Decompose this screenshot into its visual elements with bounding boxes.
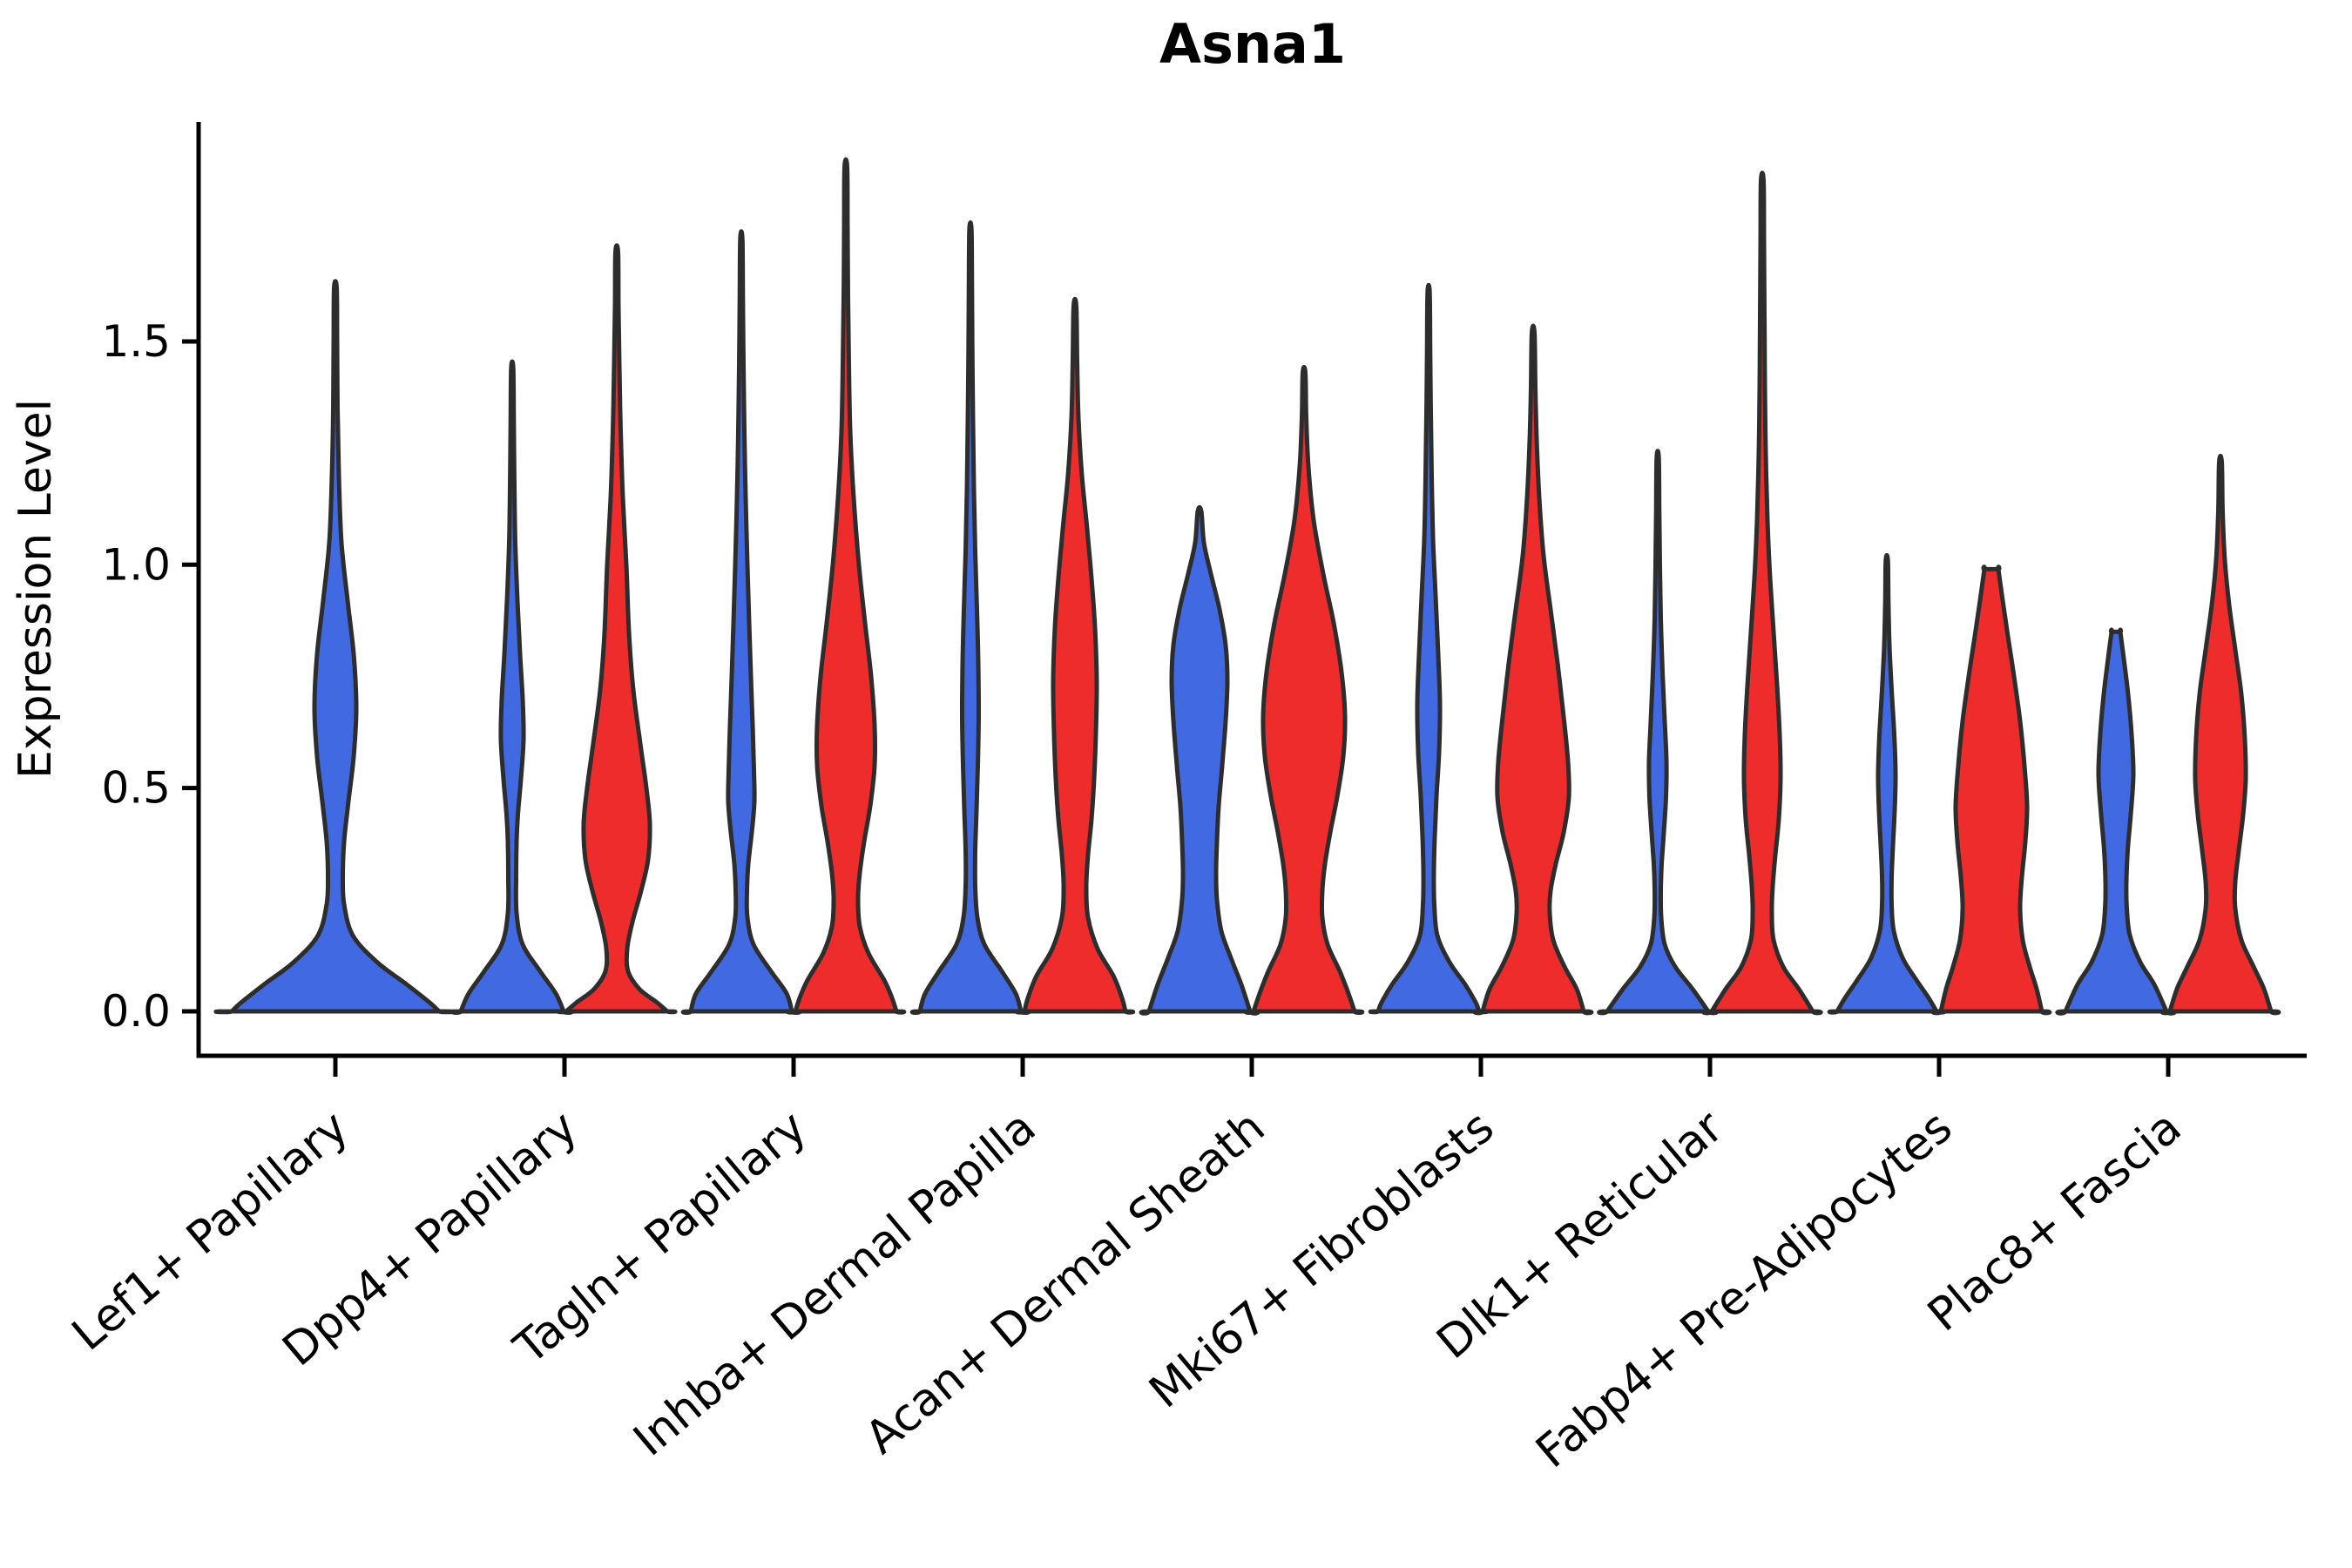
y-axis-label: Expression Level: [10, 399, 62, 779]
y-tick-label: 1.0: [101, 539, 171, 590]
violin-red-dlk1: [1701, 170, 1823, 1016]
violin-red-tagln: [785, 157, 907, 1015]
violin-red-fabp4: [1930, 564, 2052, 1016]
axes-layer: [182, 122, 2307, 1077]
violin-blue-inhba: [909, 220, 1031, 1015]
violin-red-acan: [1243, 364, 1365, 1015]
x-tick-label: Fabp4+ Pre-Adipocytes: [1526, 1101, 1962, 1478]
violin-blue-lef1: [213, 279, 457, 1015]
violin-red-plac8: [2159, 453, 2281, 1016]
violin-red-dpp4: [556, 243, 678, 1015]
violin-blue-plac8: [2055, 627, 2177, 1016]
x-tick-label: Inhba+ Dermal Papilla: [624, 1101, 1045, 1467]
y-tick-label: 0.5: [101, 763, 171, 814]
y-tick-label: 0.0: [101, 986, 171, 1037]
violin-blue-fabp4: [1827, 552, 1947, 1015]
x-tick-label: Acan+ Dermal Sheath: [856, 1101, 1275, 1464]
x-tick-label: Plac8+ Fascia: [1918, 1101, 2191, 1342]
violin-blue-dpp4: [450, 359, 574, 1015]
y-tick-label: 1.5: [101, 316, 171, 367]
violin-layer: [213, 157, 2281, 1016]
violin-red-inhba: [1014, 296, 1136, 1015]
violin-blue-dlk1: [1597, 449, 1719, 1016]
violin-red-mki67: [1472, 323, 1594, 1016]
chart-title: Asna1: [1159, 12, 1346, 76]
violin-blue-mki67: [1368, 282, 1490, 1015]
violin-blue-tagln: [680, 229, 802, 1015]
violin-blue-acan: [1139, 504, 1260, 1016]
